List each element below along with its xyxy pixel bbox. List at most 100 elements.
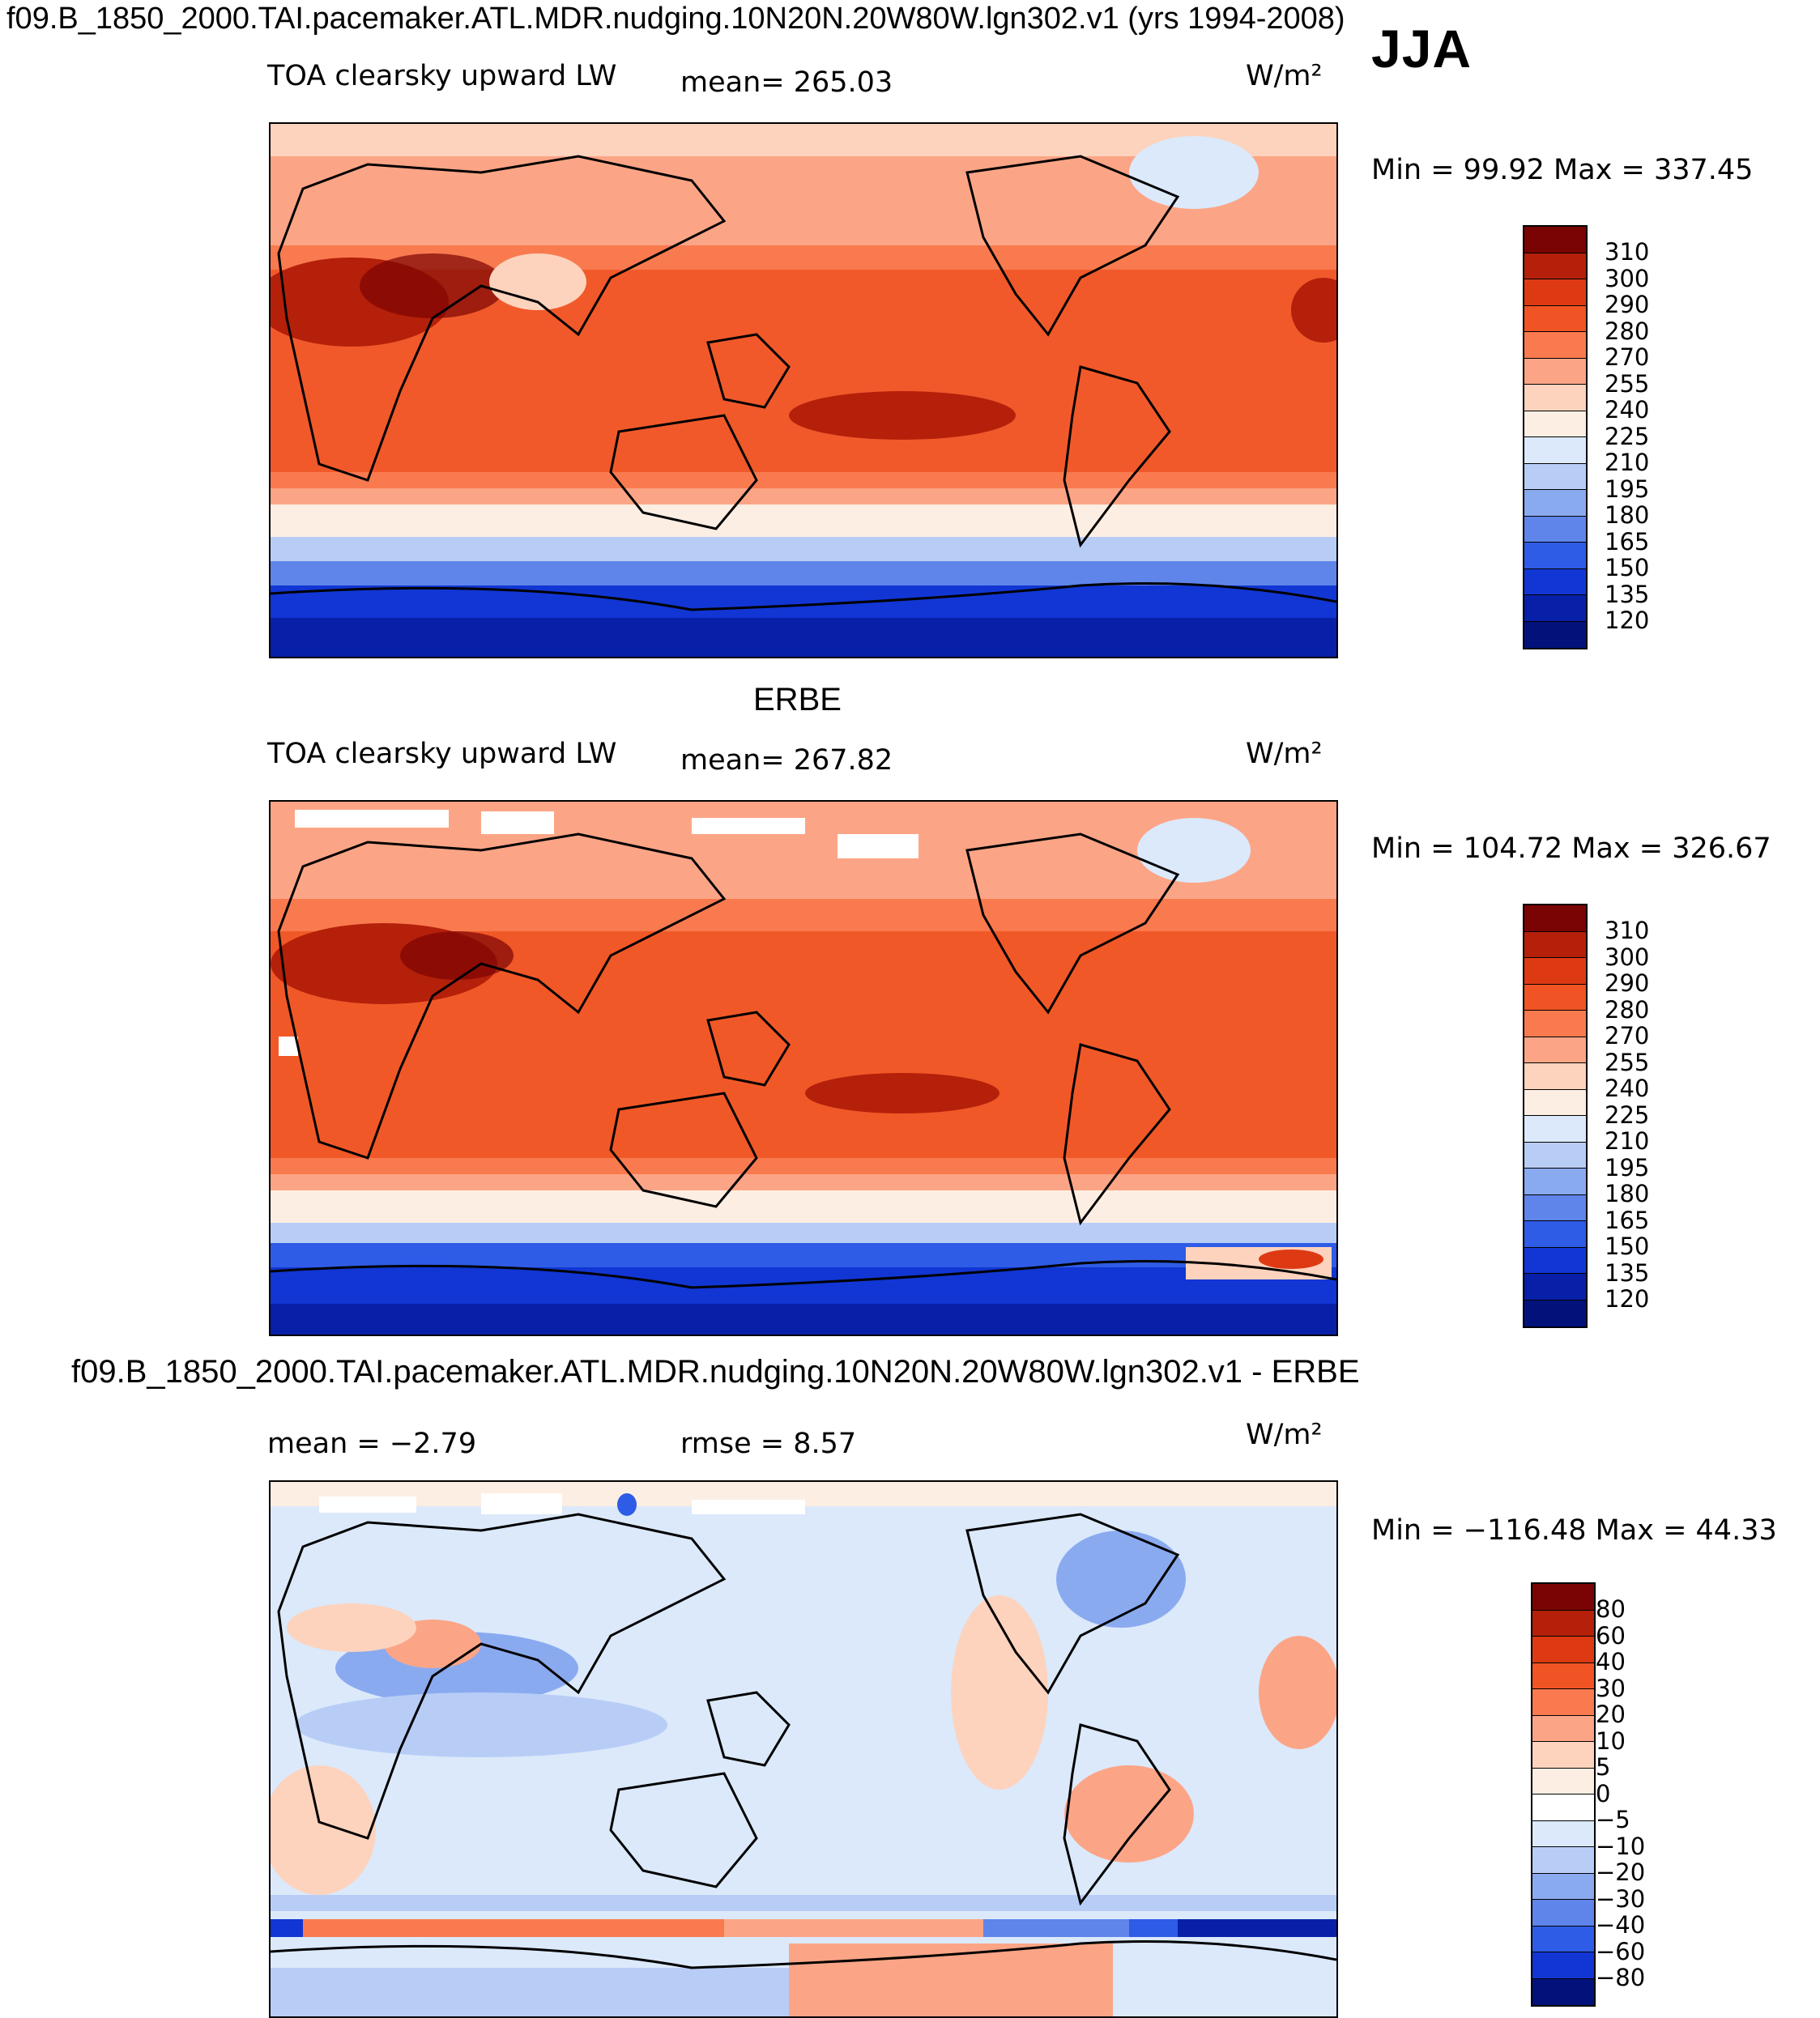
panel1-colorbar <box>1523 225 1588 649</box>
colorbar-tick-label: 300 <box>1605 264 1650 292</box>
colorbar-tick-label: 135 <box>1605 1258 1650 1287</box>
colorbar-tick-label: 280 <box>1605 995 1650 1024</box>
colorbar-tick-label: 240 <box>1605 1075 1650 1102</box>
colorbar-segment <box>1524 385 1586 411</box>
colorbar-tick-label: 165 <box>1605 527 1650 556</box>
colorbar-segment <box>1524 621 1586 648</box>
colorbar-segment <box>1524 253 1586 279</box>
panel2-map <box>269 800 1338 1336</box>
colorbar-segment <box>1532 1926 1594 1952</box>
colorbar-segment <box>1524 1274 1586 1301</box>
colorbar-segment <box>1532 1900 1594 1926</box>
colorbar-tick-label: −10 <box>1596 1832 1646 1860</box>
colorbar-segment <box>1524 358 1586 385</box>
colorbar-segment <box>1532 1689 1594 1716</box>
figure-title: f09.B_1850_2000.TAI.pacemaker.ATL.MDR.nu… <box>6 2 1345 36</box>
colorbar-segment <box>1524 1037 1586 1063</box>
panel3-colorbar <box>1531 1582 1596 2007</box>
colorbar-segment <box>1524 1116 1586 1143</box>
colorbar-segment <box>1524 463 1586 490</box>
panel1-units: W/m² <box>1246 60 1323 92</box>
colorbar-tick-label: −30 <box>1596 1884 1646 1913</box>
colorbar-segment <box>1524 958 1586 985</box>
panel3-map-field <box>271 1482 1336 2016</box>
colorbar-tick-label: 30 <box>1596 1674 1626 1702</box>
panel3-map <box>269 1480 1338 2018</box>
colorbar-segment <box>1532 1978 1594 2005</box>
colorbar-tick-label: 225 <box>1605 422 1650 450</box>
colorbar-segment <box>1524 305 1586 332</box>
colorbar-tick-label: 165 <box>1605 1206 1650 1234</box>
colorbar-segment <box>1532 1873 1594 1900</box>
colorbar-segment <box>1532 1584 1594 1611</box>
colorbar-tick-label: 290 <box>1605 291 1650 318</box>
colorbar-segment <box>1524 568 1586 595</box>
colorbar-tick-label: 150 <box>1605 1233 1650 1260</box>
colorbar-segment <box>1532 1820 1594 1847</box>
colorbar-segment <box>1532 1794 1594 1821</box>
colorbar-segment <box>1524 516 1586 543</box>
colorbar-segment <box>1524 437 1586 464</box>
colorbar-tick-label: 300 <box>1605 943 1650 971</box>
colorbar-segment <box>1532 1847 1594 1874</box>
colorbar-segment <box>1524 1142 1586 1169</box>
colorbar-tick-label: 180 <box>1605 501 1650 529</box>
colorbar-tick-label: 255 <box>1605 369 1650 398</box>
colorbar-tick-label: 270 <box>1605 343 1650 371</box>
colorbar-segment <box>1524 227 1586 253</box>
panel2-minmax: Min = 104.72 Max = 326.67 <box>1371 832 1771 865</box>
colorbar-segment <box>1524 1011 1586 1037</box>
colorbar-tick-label: −60 <box>1596 1937 1646 1965</box>
colorbar-tick-label: 240 <box>1605 396 1650 424</box>
colorbar-segment <box>1524 279 1586 306</box>
panel2-colorbar <box>1523 904 1588 1328</box>
colorbar-tick-label: 60 <box>1596 1621 1626 1650</box>
panel1-variable: TOA clearsky upward LW <box>267 60 617 92</box>
colorbar-tick-label: 180 <box>1605 1180 1650 1207</box>
colorbar-segment <box>1524 411 1586 437</box>
colorbar-tick-label: 20 <box>1596 1701 1626 1728</box>
colorbar-tick-label: −5 <box>1596 1806 1630 1833</box>
colorbar-segment <box>1532 1637 1594 1663</box>
colorbar-tick-label: 120 <box>1605 1285 1650 1313</box>
colorbar-tick-label: 310 <box>1605 238 1650 266</box>
colorbar-tick-label: 40 <box>1596 1648 1626 1675</box>
panel3-mean: mean = −2.79 <box>267 1428 477 1460</box>
colorbar-tick-label: 150 <box>1605 554 1650 581</box>
colorbar-tick-label: 280 <box>1605 317 1650 345</box>
colorbar-segment <box>1524 490 1586 517</box>
colorbar-segment <box>1532 1610 1594 1637</box>
colorbar-tick-label: 210 <box>1605 1127 1650 1155</box>
colorbar-tick-label: 255 <box>1605 1048 1650 1076</box>
colorbar-tick-label: 225 <box>1605 1101 1650 1129</box>
colorbar-segment <box>1532 1768 1594 1794</box>
colorbar-segment <box>1524 1221 1586 1248</box>
panel3-rmse: rmse = 8.57 <box>680 1428 857 1460</box>
panel2-title: ERBE <box>753 682 842 717</box>
colorbar-segment <box>1524 905 1586 932</box>
colorbar-segment <box>1524 332 1586 359</box>
colorbar-tick-label: 120 <box>1605 607 1650 634</box>
panel2-variable: TOA clearsky upward LW <box>267 738 617 770</box>
colorbar-tick-label: 135 <box>1605 580 1650 608</box>
panel1-minmax: Min = 99.92 Max = 337.45 <box>1371 154 1754 186</box>
colorbar-segment <box>1524 931 1586 958</box>
colorbar-tick-label: 0 <box>1596 1779 1611 1807</box>
colorbar-tick-label: 290 <box>1605 969 1650 997</box>
colorbar-segment <box>1532 1715 1594 1742</box>
colorbar-tick-label: 80 <box>1596 1595 1626 1623</box>
colorbar-tick-label: 210 <box>1605 449 1650 476</box>
colorbar-tick-label: 270 <box>1605 1022 1650 1049</box>
panel3-minmax: Min = −116.48 Max = 44.33 <box>1371 1514 1777 1547</box>
colorbar-tick-label: −80 <box>1596 1964 1646 1991</box>
colorbar-segment <box>1524 1169 1586 1195</box>
colorbar-segment <box>1524 1247 1586 1274</box>
colorbar-tick-label: 195 <box>1605 1153 1650 1181</box>
colorbar-segment <box>1524 543 1586 569</box>
colorbar-tick-label: 10 <box>1596 1726 1626 1755</box>
panel2-units: W/m² <box>1246 738 1323 770</box>
colorbar-segment <box>1532 1663 1594 1689</box>
colorbar-tick-label: 195 <box>1605 475 1650 503</box>
panel2-mean: mean= 267.82 <box>680 744 893 777</box>
colorbar-segment <box>1524 984 1586 1011</box>
